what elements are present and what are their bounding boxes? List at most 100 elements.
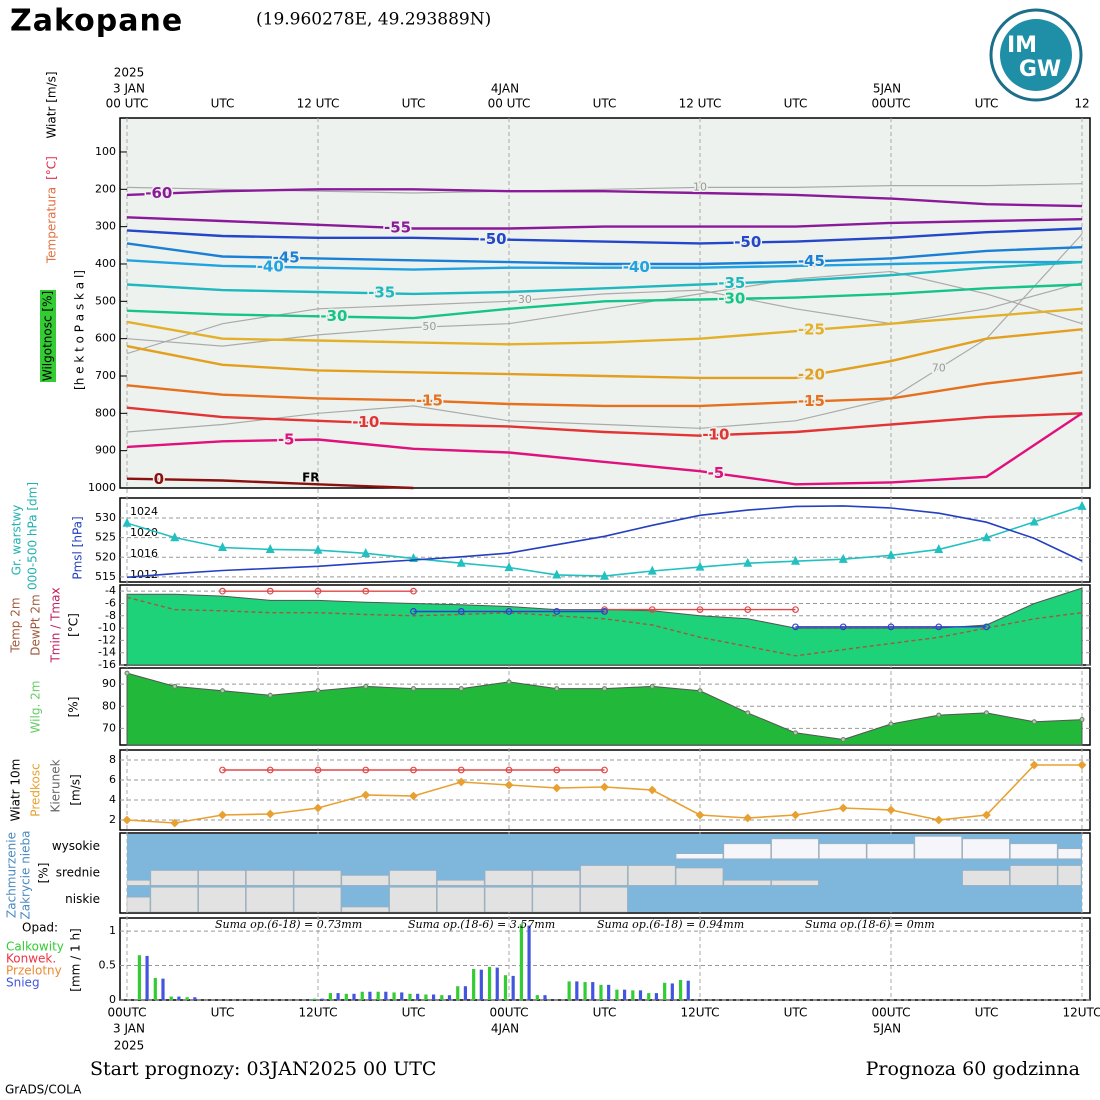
contour-label: 0 — [154, 470, 164, 488]
marker — [553, 608, 561, 615]
y-tick-label: 0.5 — [99, 959, 117, 972]
contour-label: -15 — [416, 391, 443, 409]
series-line — [126, 596, 1083, 657]
cloud-bar — [126, 880, 151, 886]
isotherm — [126, 283, 1083, 320]
contour-label: -55 — [384, 218, 411, 236]
marker — [792, 606, 799, 614]
date-label: 4JAN — [491, 1022, 519, 1036]
y-tick-label: 6 — [109, 773, 116, 786]
isotherm — [126, 227, 1083, 245]
marker — [314, 766, 322, 774]
humidity-swatch — [40, 290, 56, 382]
cloud-bar — [675, 853, 724, 859]
marker — [409, 791, 418, 801]
contour-label: -50 — [734, 233, 761, 251]
marker — [743, 557, 753, 567]
marker — [1029, 516, 1039, 526]
marker — [1031, 719, 1037, 725]
y-tick-label: 530 — [95, 511, 116, 524]
x-tick-label: 00UTC — [107, 1006, 146, 1020]
cloud-bar — [198, 887, 246, 913]
x-tick-label: 00 UTC — [488, 97, 531, 111]
panel-frame — [119, 497, 1091, 583]
contour-label: 50 — [422, 320, 436, 333]
cloud-bar — [437, 887, 485, 913]
y-tick-label: 1012 — [130, 568, 158, 581]
x-tick-label: UTC — [211, 97, 235, 111]
marker — [791, 810, 800, 820]
legend-entry: Przelotny — [6, 964, 62, 978]
marker — [266, 587, 274, 595]
axis-label: [mm / 1 h] — [69, 928, 83, 991]
precip-bar — [567, 981, 571, 1000]
marker — [744, 606, 752, 614]
contour-label: -50 — [480, 230, 507, 248]
y-tick-label: 300 — [95, 220, 116, 233]
precip-bar — [575, 981, 579, 1000]
y-tick-label: 1 — [109, 924, 116, 937]
coordinates: (19.960278E, 49.293889N) — [256, 10, 491, 30]
marker — [124, 670, 130, 676]
contour-label: -5 — [278, 431, 295, 449]
marker — [457, 766, 465, 774]
precip-bar — [352, 993, 356, 1000]
axis-label: Pmsl [hPa] — [71, 516, 85, 579]
marker — [839, 623, 847, 631]
marker — [647, 785, 657, 795]
cloud-bar — [580, 887, 628, 913]
date-label: 2025 — [114, 66, 145, 80]
y-tick-label: -16 — [98, 658, 116, 671]
x-tick-label: UTC — [211, 1006, 235, 1020]
logo-text: GW — [1019, 57, 1061, 82]
y-tick-label: 90 — [102, 677, 116, 690]
cloud-bar — [532, 887, 580, 913]
legend-entry: Calkowity — [6, 940, 64, 954]
marker — [647, 565, 657, 575]
contour-label: -35 — [718, 274, 745, 292]
marker — [361, 790, 371, 800]
axis-label: [h e k t o P a s k a l] — [73, 270, 87, 390]
marker — [313, 544, 323, 554]
precip-bar — [185, 997, 189, 1000]
precip-bar — [161, 978, 165, 1000]
y-tick-label: 4 — [109, 793, 116, 806]
marker — [172, 683, 178, 689]
marker — [601, 608, 608, 615]
marker — [697, 688, 703, 694]
contour-label: -45 — [798, 252, 825, 270]
axis-label: Wiatr [m/s] — [45, 71, 59, 138]
y-tick-label: 600 — [95, 332, 116, 345]
contour-label: 30 — [518, 293, 532, 306]
precip-bar — [344, 993, 348, 1000]
precip-bar — [416, 993, 420, 1000]
y-tick-label: -8 — [105, 609, 116, 622]
y-tick-label: -14 — [98, 646, 116, 659]
cloud-bar — [484, 887, 533, 913]
cloud-bar — [198, 870, 246, 886]
axis-label: Wilgotnosc [%] — [41, 291, 55, 381]
cloud-bar — [962, 838, 1010, 859]
isotherm — [126, 242, 1083, 266]
precip-bar — [145, 955, 149, 1000]
marker — [792, 623, 799, 631]
contour-label: 70 — [932, 362, 946, 375]
contour-label: -5 — [708, 464, 725, 482]
cloud-bar — [580, 865, 628, 886]
annotation: FR — [302, 471, 319, 485]
marker — [458, 686, 464, 692]
x-tick-label: 00UTC — [871, 97, 910, 111]
marker — [648, 606, 656, 614]
precip-bar — [638, 990, 643, 1000]
y-tick-label: 520 — [95, 550, 116, 563]
precip-bar — [622, 989, 627, 1000]
precip-bar — [447, 995, 452, 1000]
cloud-level-label: srednie — [56, 866, 100, 880]
y-tick-label: 2 — [109, 813, 116, 826]
precip-bar — [503, 975, 508, 1000]
precip-bar — [479, 969, 483, 1000]
precip-bar — [599, 984, 603, 1000]
precip-bar — [463, 986, 468, 1000]
marker — [984, 710, 989, 716]
marker — [362, 587, 370, 595]
